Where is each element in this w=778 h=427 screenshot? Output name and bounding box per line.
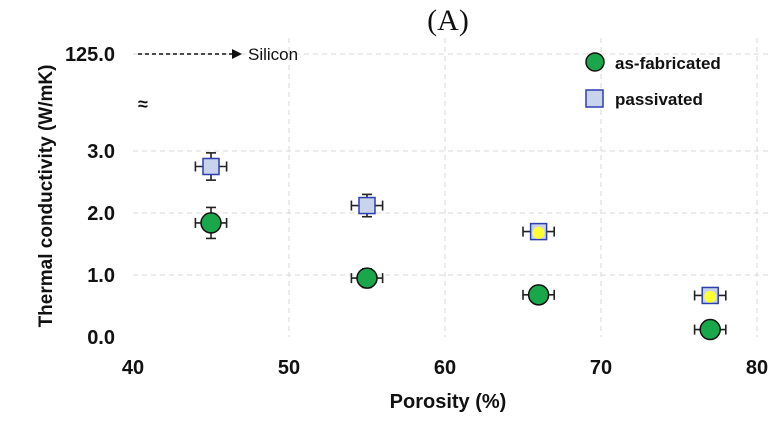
point-passivated — [202, 157, 220, 176]
point-passivated — [358, 196, 376, 215]
legend-passivated-marker — [585, 89, 604, 108]
x-tick-label: 70 — [590, 357, 612, 379]
panel-label: (A) — [427, 4, 469, 37]
axis-break-gap — [124, 88, 154, 118]
highlight-point — [532, 226, 545, 239]
y-tick-label: 2.0 — [87, 203, 115, 225]
y-tick-label: 3.0 — [87, 141, 115, 163]
point-as-fabricated — [527, 284, 550, 306]
silicon-arrow-head — [232, 49, 242, 59]
x-axis-label: Porosity (%) — [390, 391, 507, 413]
silicon-annotation: Silicon — [248, 45, 298, 64]
x-tick-label: 40 — [122, 357, 144, 379]
legend: as-fabricated passivated — [585, 52, 721, 109]
y-tick-label: 1.0 — [87, 265, 115, 287]
x-tick-label: 60 — [434, 357, 456, 379]
grid-lines — [133, 38, 770, 337]
point-as-fabricated — [356, 267, 378, 289]
highlight-point — [704, 290, 717, 303]
x-tick-label: 50 — [278, 357, 300, 379]
data-markers — [200, 157, 721, 341]
legend-passivated-label: passivated — [615, 90, 703, 109]
y-axis-label: Thermal conductivity (W/mK) — [36, 65, 57, 328]
axis-ticks: 40 50 60 70 80 0.0 1.0 2.0 3.0 125.0 — [65, 44, 768, 379]
y-tick-label-break: 125.0 — [65, 44, 115, 66]
x-tick-label: 80 — [746, 357, 768, 379]
legend-as-fabricated-label: as-fabricated — [615, 54, 721, 73]
point-as-fabricated — [200, 212, 222, 234]
y-tick-label: 0.0 — [87, 327, 115, 349]
error-bars — [194, 152, 727, 335]
legend-as-fabricated-marker — [585, 52, 605, 72]
axis-break-symbol: ≈ — [138, 94, 148, 114]
point-as-fabricated — [699, 318, 721, 341]
